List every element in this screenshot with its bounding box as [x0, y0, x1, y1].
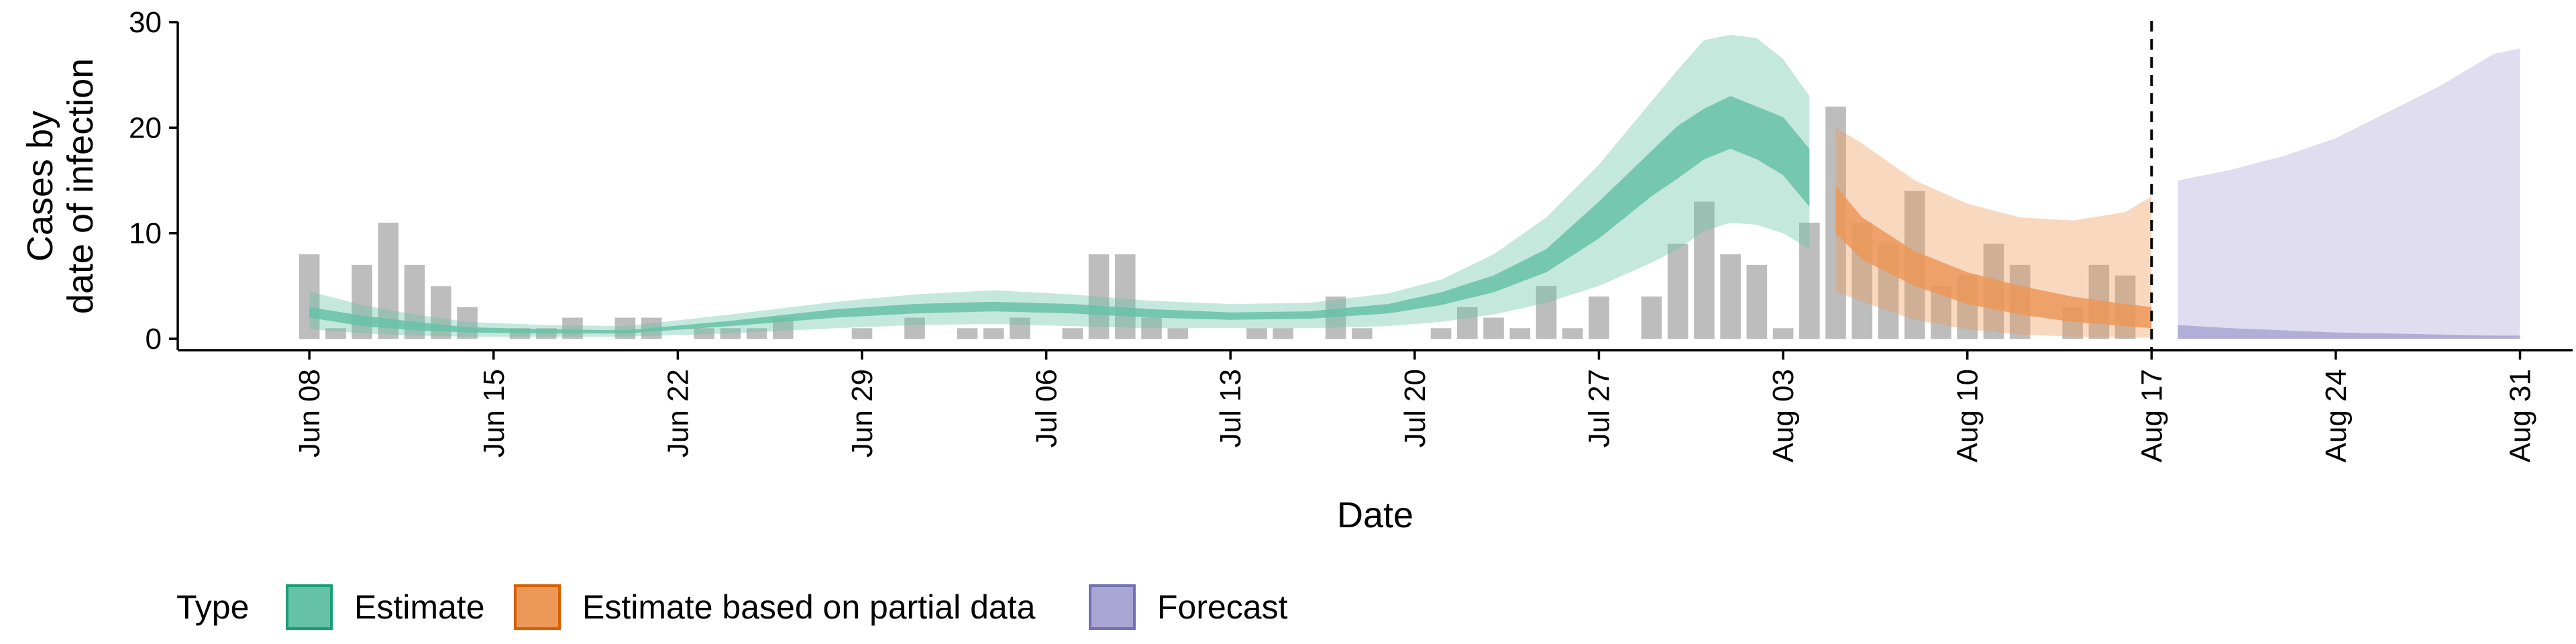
- x-tick-label: Aug 17: [2135, 369, 2168, 462]
- case-bar: [457, 307, 478, 339]
- partial-estimate-ribbons: [1835, 127, 2152, 338]
- legend-label: Forecast: [1157, 588, 1288, 626]
- x-tick-label: Aug 03: [1767, 369, 1800, 462]
- case-bar: [1589, 297, 1609, 339]
- case-bar: [1167, 328, 1189, 339]
- legend-title: Type: [176, 588, 249, 626]
- y-tick-label: 0: [146, 323, 162, 356]
- estimate-90-ribbon: [309, 34, 1810, 337]
- case-bar: [851, 328, 873, 339]
- case-bar: [1667, 244, 1688, 339]
- y-axis-title-line: Cases by: [20, 111, 60, 262]
- case-bar: [983, 328, 1004, 339]
- case-bar: [957, 328, 978, 339]
- case-bar: [746, 328, 767, 339]
- y-tick-label: 10: [129, 217, 162, 250]
- case-bar: [299, 254, 320, 339]
- case-bar: [1430, 328, 1452, 339]
- x-tick-label: Jul 13: [1214, 369, 1247, 447]
- x-tick-label: Jun 08: [293, 369, 326, 458]
- legend: Type Estimate Estimate based on partial da…: [176, 584, 1288, 630]
- case-bar: [1088, 254, 1110, 339]
- x-tick-label: Jun 29: [846, 369, 879, 458]
- case-bar: [1115, 254, 1136, 339]
- case-bar: [1246, 328, 1267, 339]
- x-tick-label: Jun 15: [478, 369, 511, 458]
- x-tick-label: Aug 31: [2504, 369, 2537, 462]
- x-tick-label: Jul 27: [1582, 369, 1615, 447]
- case-bar: [1483, 317, 1504, 339]
- case-bar: [1141, 317, 1162, 339]
- x-tick-label: Jul 20: [1399, 369, 1432, 447]
- x-tick-label: Aug 24: [2320, 369, 2353, 462]
- legend-label: Estimate based on partial data: [582, 588, 1036, 626]
- case-bar: [1273, 328, 1293, 339]
- case-bar: [720, 328, 741, 339]
- case-bar: [1772, 328, 1794, 339]
- legend-key: [286, 584, 333, 630]
- case-bar: [1352, 328, 1373, 339]
- case-bar: [1694, 201, 1715, 339]
- partial-estimate-50-ribbon: [1835, 185, 2152, 329]
- forecast-ribbons: [2178, 48, 2520, 339]
- case-bar: [1641, 297, 1662, 339]
- x-tick-label: Jun 22: [661, 369, 694, 458]
- case-bar: [1010, 317, 1030, 339]
- x-tick-label: Jul 06: [1030, 369, 1063, 447]
- y-axis-title: Cases by date of infection: [20, 58, 101, 314]
- case-bar: [1536, 286, 1557, 339]
- forecast-50-ribbon: [2178, 325, 2520, 339]
- case-bar: [325, 328, 346, 339]
- case-bar: [614, 317, 636, 339]
- y-tick-label: 20: [129, 111, 162, 144]
- case-bar: [1325, 297, 1346, 339]
- estimate-ribbons: [309, 34, 1810, 337]
- case-bar: [694, 328, 714, 339]
- case-bar: [1509, 328, 1531, 339]
- x-axis-title: Date: [1337, 495, 1413, 535]
- case-bar: [1799, 222, 1820, 339]
- case-bar: [562, 317, 583, 339]
- case-bar: [1457, 307, 1478, 339]
- case-bar: [1062, 328, 1083, 339]
- y-axis-title-line: date of infection: [60, 58, 101, 314]
- case-bar: [904, 317, 925, 339]
- forecast-90-ribbon: [2178, 48, 2520, 339]
- y-tick-label: 30: [129, 6, 162, 39]
- x-tick-label: Aug 10: [1951, 369, 1984, 462]
- case-bar: [1720, 254, 1741, 339]
- legend-key: [1089, 584, 1136, 630]
- case-bar: [1746, 264, 1768, 339]
- legend-key: [514, 584, 561, 630]
- axes: 0 10 20 30 Jun 08 Jun 15 Jun 22 Jun 29 Jul 06 Jul…: [129, 6, 2573, 462]
- case-bar: [1562, 328, 1583, 339]
- legend-label: Estimate: [354, 588, 485, 626]
